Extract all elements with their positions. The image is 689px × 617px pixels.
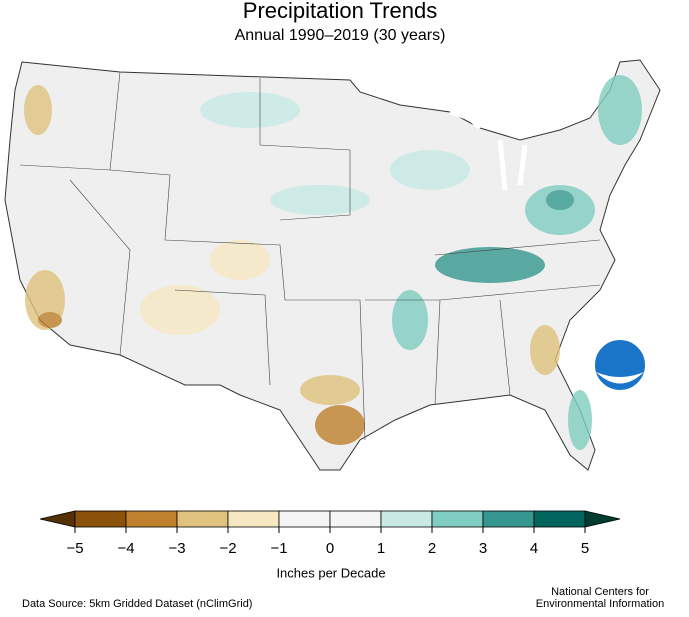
colorbar-segment <box>431 510 484 528</box>
colorbar: −5 −4 −3 −2 −1 0 1 2 3 4 5 <box>39 510 621 557</box>
trend-patches <box>24 75 642 450</box>
map <box>4 59 661 471</box>
colorbar-tick-label: 2 <box>428 540 436 557</box>
colorbar-tick-label: −5 <box>66 540 83 557</box>
colorbar-tick-label: −1 <box>270 540 287 557</box>
colorbar-segment <box>329 510 382 528</box>
colorbar-segment <box>278 510 331 528</box>
colorbar-label: Inches per Decade <box>276 565 385 580</box>
colorbar-tick-label: 0 <box>326 540 334 557</box>
colorbar-tick-label: −3 <box>168 540 185 557</box>
colorbar-tick-label: −2 <box>219 540 236 557</box>
subtitle: Annual 1990–2019 (30 years) <box>235 27 446 44</box>
colorbar-segment <box>227 510 280 528</box>
credit: Environmental Information <box>536 598 664 610</box>
colorbar-segment <box>125 510 178 528</box>
colorbar-tick-label: −4 <box>117 540 134 557</box>
colorbar-segment <box>482 510 535 528</box>
credit: National Centers for <box>551 586 649 598</box>
great-lakes <box>449 109 528 191</box>
noaa-logo <box>593 338 647 392</box>
state-lines <box>19 71 601 441</box>
colorbar-segment <box>74 510 127 528</box>
colorbar-tick-label: 4 <box>530 540 538 557</box>
colorbar-high-arrow <box>584 510 621 528</box>
title: Precipitation Trends <box>243 0 437 23</box>
data-source: Data Source: 5km Gridded Dataset (nClimG… <box>22 598 252 610</box>
colorbar-low-arrow <box>39 510 76 528</box>
colorbar-tick-label: 5 <box>581 540 589 557</box>
colorbar-segment <box>533 510 586 528</box>
colorbar-tick-label: 1 <box>377 540 385 557</box>
colorbar-segment <box>176 510 229 528</box>
colorbar-segment <box>380 510 433 528</box>
colorbar-tick-label: 3 <box>479 540 487 557</box>
